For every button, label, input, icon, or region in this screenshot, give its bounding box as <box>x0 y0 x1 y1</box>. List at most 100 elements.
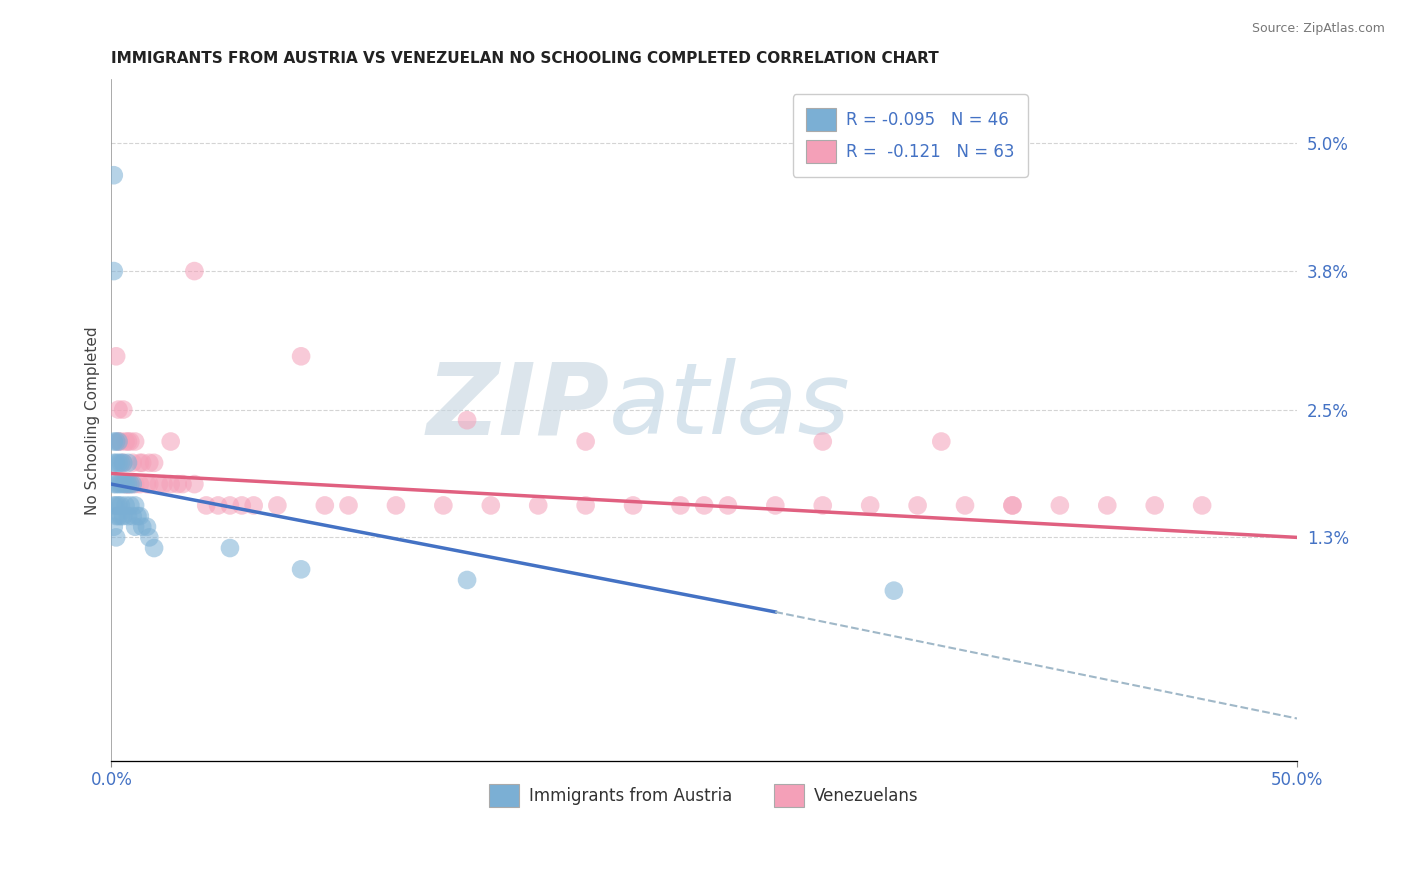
Point <box>128 477 150 491</box>
Point <box>172 477 194 491</box>
Point <box>811 434 834 449</box>
Point <box>107 456 129 470</box>
Point <box>121 509 143 524</box>
Point <box>114 477 136 491</box>
Point <box>128 509 150 524</box>
Point <box>107 402 129 417</box>
Point <box>929 434 952 449</box>
Point <box>166 477 188 491</box>
Point <box>242 499 264 513</box>
Point <box>811 499 834 513</box>
Point <box>112 456 135 470</box>
Point <box>110 509 132 524</box>
Point <box>112 477 135 491</box>
Point <box>575 434 598 449</box>
Point <box>120 499 142 513</box>
Point <box>110 456 132 470</box>
Point <box>124 477 146 491</box>
Point <box>136 520 159 534</box>
Point <box>117 434 139 449</box>
Point <box>131 456 153 470</box>
Point <box>103 168 125 182</box>
Point <box>110 477 132 491</box>
Point <box>105 499 128 513</box>
Point <box>128 456 150 470</box>
Point <box>314 499 336 513</box>
Point <box>110 499 132 513</box>
Point <box>112 402 135 417</box>
Point <box>117 477 139 491</box>
Point <box>124 499 146 513</box>
Point <box>114 477 136 491</box>
Point <box>907 499 929 513</box>
Point <box>138 477 160 491</box>
Point <box>1097 499 1119 513</box>
Point <box>105 530 128 544</box>
Point <box>183 264 205 278</box>
Point <box>693 499 716 513</box>
Point <box>105 456 128 470</box>
Point <box>121 456 143 470</box>
Point <box>219 541 242 555</box>
Point <box>103 434 125 449</box>
Text: ZIP: ZIP <box>426 358 609 455</box>
Text: atlas: atlas <box>609 358 851 455</box>
Point <box>117 477 139 491</box>
Point <box>120 434 142 449</box>
Point <box>105 349 128 363</box>
Y-axis label: No Schooling Completed: No Schooling Completed <box>86 326 100 515</box>
Point <box>479 499 502 513</box>
Point <box>105 477 128 491</box>
Point <box>103 520 125 534</box>
Point <box>953 499 976 513</box>
Point <box>456 413 478 427</box>
Point <box>138 456 160 470</box>
Point <box>131 520 153 534</box>
Point <box>1049 499 1071 513</box>
Point <box>110 434 132 449</box>
Point <box>1143 499 1166 513</box>
Point <box>456 573 478 587</box>
Point <box>148 477 170 491</box>
Point <box>124 434 146 449</box>
Point <box>127 509 149 524</box>
Point <box>195 499 218 513</box>
Point <box>763 499 786 513</box>
Point <box>103 456 125 470</box>
Point <box>143 541 166 555</box>
Point <box>103 477 125 491</box>
Point <box>114 499 136 513</box>
Point <box>1191 499 1213 513</box>
Point <box>575 499 598 513</box>
Point <box>112 456 135 470</box>
Point <box>207 499 229 513</box>
Point <box>120 477 142 491</box>
Point <box>121 477 143 491</box>
Point <box>183 477 205 491</box>
Point <box>219 499 242 513</box>
Point <box>124 520 146 534</box>
Point <box>1001 499 1024 513</box>
Point <box>527 499 550 513</box>
Point <box>105 509 128 524</box>
Point <box>1001 499 1024 513</box>
Point <box>138 530 160 544</box>
Point <box>136 477 159 491</box>
Point <box>385 499 408 513</box>
Point <box>105 434 128 449</box>
Point <box>669 499 692 513</box>
Point <box>290 562 312 576</box>
Point <box>120 477 142 491</box>
Point <box>290 349 312 363</box>
Point <box>143 456 166 470</box>
Point <box>117 509 139 524</box>
Point <box>159 477 181 491</box>
Point <box>117 456 139 470</box>
Point <box>883 583 905 598</box>
Point <box>266 499 288 513</box>
Point <box>107 434 129 449</box>
Point <box>103 264 125 278</box>
Point <box>231 499 253 513</box>
Point <box>859 499 882 513</box>
Point <box>337 499 360 513</box>
